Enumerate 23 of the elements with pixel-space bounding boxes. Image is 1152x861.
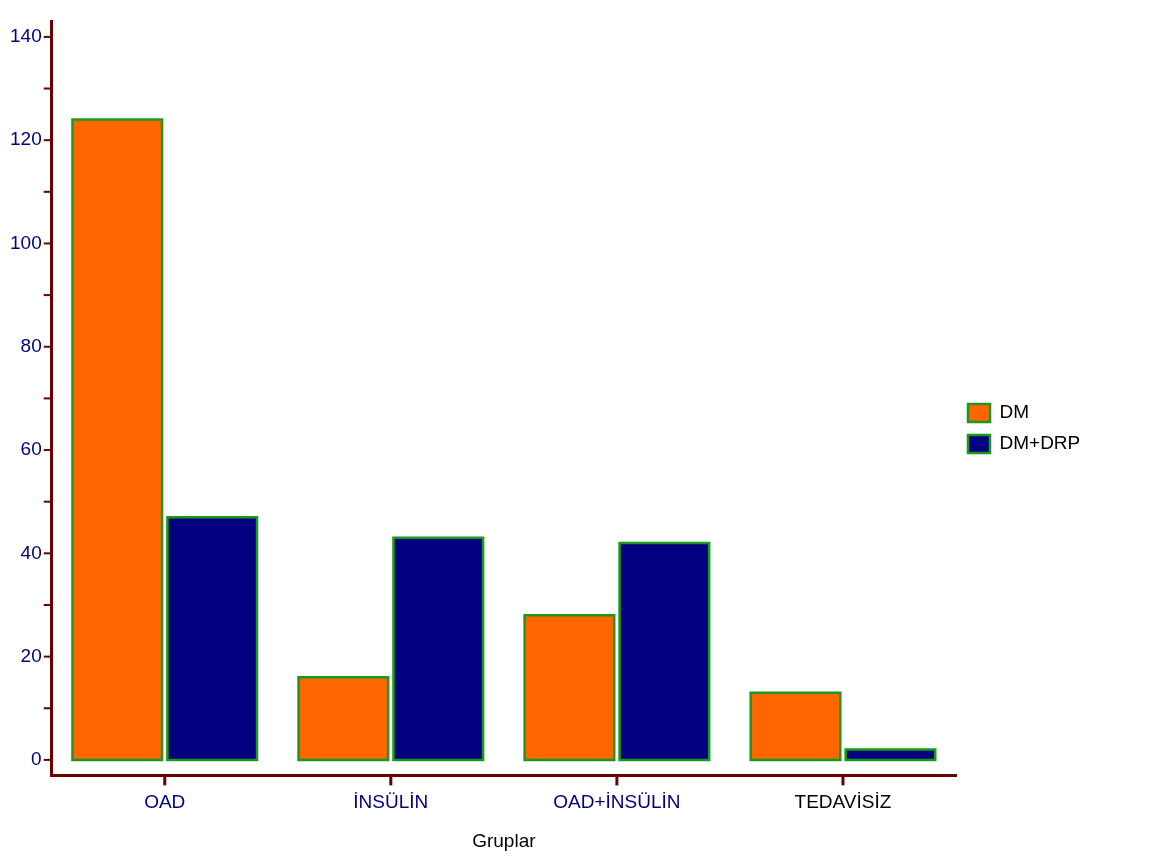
y-tick-label: 20 <box>20 644 42 666</box>
bar <box>523 614 616 762</box>
x-axis-title: Gruplar <box>472 829 537 851</box>
y-tick-label: 140 <box>10 25 42 47</box>
x-tick-label: OAD <box>144 791 186 813</box>
bar <box>297 676 390 762</box>
x-tick-label: İNSÜLİN <box>353 791 429 813</box>
bar <box>618 541 711 762</box>
bar <box>71 118 164 762</box>
y-tick-label: 60 <box>20 438 42 460</box>
x-tick-label: OAD+İNSÜLİN <box>553 791 681 813</box>
bar <box>166 515 259 762</box>
bar <box>392 536 485 762</box>
y-tick-label: 100 <box>10 231 42 253</box>
y-tick-label: 120 <box>10 128 42 150</box>
bar <box>749 691 842 762</box>
y-tick-label: 80 <box>20 334 42 356</box>
x-tick-label: TEDAVİSİZ <box>794 791 892 813</box>
y-tick-label: 40 <box>20 541 42 563</box>
y-tick-label: 0 <box>31 748 42 770</box>
legend-label: DM+DRP <box>999 432 1081 454</box>
bar <box>844 748 937 762</box>
legend-label: DM <box>999 401 1030 423</box>
